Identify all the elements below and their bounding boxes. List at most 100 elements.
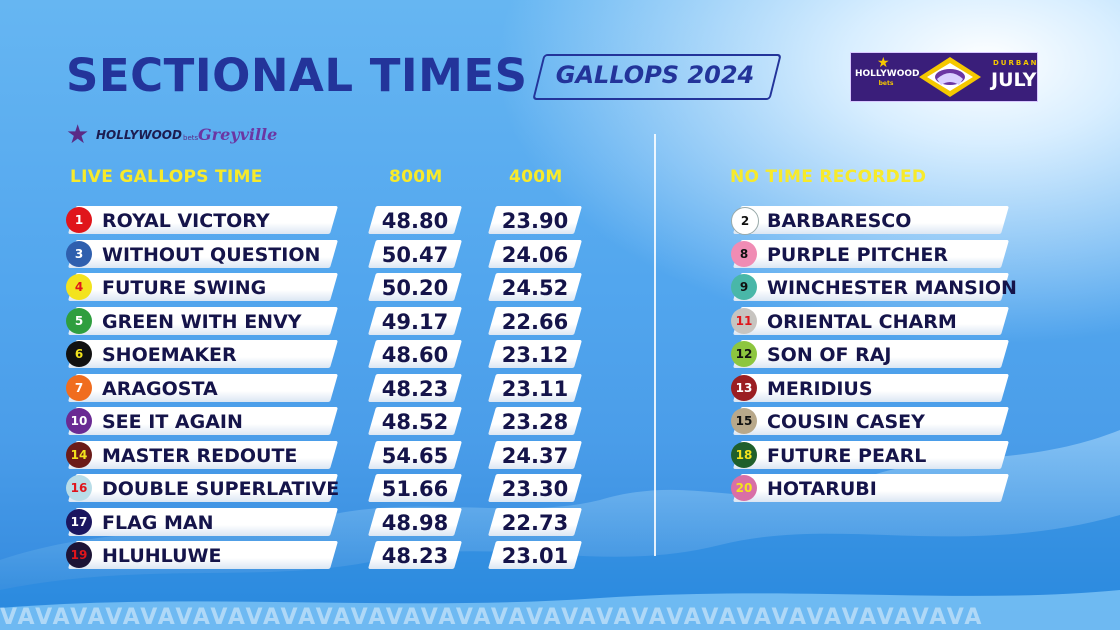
table-row: 5 GREEN WITH ENVY <box>66 306 339 335</box>
table-row: 6 SHOEMAKER <box>66 340 339 368</box>
list-item: 9 WINCHESTER MANSION <box>731 273 1017 301</box>
time-400m: 22.73 <box>501 510 569 535</box>
venue-brand: HOLLYWOOD <box>96 128 182 142</box>
time-400m-cell: 24.06 <box>487 239 583 268</box>
time-400m-cell: 24.37 <box>487 440 583 469</box>
horse-name: SHOEMAKER <box>102 344 237 366</box>
table-row: 7 ARAGOSTA <box>66 373 339 402</box>
time-800m: 54.65 <box>381 443 449 468</box>
event-top-text: DURBAN <box>993 59 1039 67</box>
time-400m-cell: 23.01 <box>487 541 583 569</box>
saddlecloth-number: 4 <box>66 274 92 300</box>
horse-name: HLUHLUWE <box>102 545 222 567</box>
saddlecloth-number: 20 <box>731 475 757 501</box>
saddlecloth-number: 14 <box>66 441 92 468</box>
table-row: 19 HLUHLUWE <box>66 541 339 569</box>
table-row: 17 FLAG MAN <box>66 507 339 536</box>
list-item: 18 FUTURE PEARL <box>731 440 1010 469</box>
horse-name: BARBARESCO <box>767 210 912 232</box>
time-800m-cell: 50.47 <box>367 239 463 268</box>
page-title: SECTIONAL TIMES <box>66 49 528 102</box>
saddlecloth-number: 10 <box>66 408 92 434</box>
saddlecloth-number: 3 <box>66 240 92 267</box>
time-400m: 24.37 <box>501 443 569 468</box>
time-800m-cell: 50.20 <box>367 273 463 301</box>
time-800m: 48.98 <box>381 510 449 535</box>
sponsor-brand: HOLLYWOOD bets <box>855 69 920 89</box>
horse-name: FUTURE PEARL <box>767 444 927 467</box>
time-800m-cell: 48.52 <box>367 407 463 435</box>
list-item: 15 COUSIN CASEY <box>731 407 1010 435</box>
time-400m-cell: 23.12 <box>487 340 583 368</box>
time-400m-cell: 23.28 <box>487 407 583 435</box>
list-item: 20 HOTARUBI <box>731 474 1010 502</box>
saddlecloth-number: 9 <box>731 274 757 300</box>
horse-name: SON OF RAJ <box>767 344 892 366</box>
star-icon: ★ <box>877 55 890 71</box>
table-row: 1 ROYAL VICTORY <box>66 206 339 234</box>
time-800m: 48.80 <box>381 209 449 233</box>
time-800m-cell: 54.65 <box>367 440 463 469</box>
time-400m: 22.66 <box>501 309 569 334</box>
durban-july-logo: ★ HOLLYWOOD bets DURBAN JULY <box>850 52 1038 102</box>
horse-name: ORIENTAL CHARM <box>767 310 957 333</box>
time-800m: 50.20 <box>381 276 449 300</box>
time-800m-cell: 48.23 <box>367 541 463 569</box>
time-400m-cell: 23.11 <box>487 373 583 402</box>
no-time-heading: NO TIME RECORDED <box>730 167 927 187</box>
time-800m-cell: 49.17 <box>367 306 463 335</box>
time-800m: 50.47 <box>381 242 449 267</box>
table-row: 10 SEE IT AGAIN <box>66 407 339 435</box>
star-icon: ★ <box>66 120 90 150</box>
time-400m: 23.12 <box>501 343 569 367</box>
table-row: 16 DOUBLE SUPERLATIVE <box>66 474 339 502</box>
col-800-heading: 800M <box>389 167 443 187</box>
saddlecloth-number: 17 <box>66 508 92 535</box>
saddlecloth-number: 16 <box>66 475 92 501</box>
horse-name: FLAG MAN <box>102 511 214 534</box>
horse-name: COUSIN CASEY <box>767 411 925 433</box>
emblem-icon <box>919 57 981 97</box>
saddlecloth-number: 8 <box>731 240 757 267</box>
horse-name: FUTURE SWING <box>102 277 267 299</box>
time-400m: 23.01 <box>501 544 569 568</box>
saddlecloth-number: 11 <box>731 307 757 334</box>
list-item: 13 MERIDIUS <box>731 373 1010 402</box>
horse-name: ARAGOSTA <box>102 377 218 400</box>
saddlecloth-number: 12 <box>731 341 757 367</box>
horse-name: HOTARUBI <box>767 478 877 500</box>
sponsor-brand-text: HOLLYWOOD <box>855 69 920 79</box>
saddlecloth-number: 18 <box>731 441 757 468</box>
time-800m: 48.23 <box>381 376 449 401</box>
time-400m-cell: 23.30 <box>487 474 583 502</box>
venue-brand-small: bets <box>183 134 199 142</box>
column-divider <box>654 134 656 556</box>
horse-name: WITHOUT QUESTION <box>102 243 321 266</box>
greyville-logo: ★ HOLLYWOOD bets Greyville <box>66 120 322 150</box>
saddlecloth-number: 5 <box>66 307 92 334</box>
time-400m-cell: 22.66 <box>487 306 583 335</box>
time-400m: 24.52 <box>501 276 569 300</box>
time-800m-cell: 48.23 <box>367 373 463 402</box>
time-800m: 48.60 <box>381 343 449 367</box>
time-800m-cell: 48.98 <box>367 507 463 536</box>
list-item: 2 BARBARESCO <box>731 206 1010 235</box>
time-400m-cell: 22.73 <box>487 507 583 536</box>
time-400m-cell: 23.90 <box>487 206 583 234</box>
saddlecloth-number: 19 <box>66 542 92 568</box>
table-row: 3 WITHOUT QUESTION <box>66 239 339 268</box>
page-subtitle: GALLOPS 2024 <box>555 61 755 89</box>
horse-name: DOUBLE SUPERLATIVE <box>102 478 340 500</box>
saddlecloth-number: 13 <box>731 374 757 401</box>
table-row: 14 MASTER REDOUTE <box>66 440 339 469</box>
time-400m: 24.06 <box>501 242 569 267</box>
time-400m: 23.30 <box>501 477 569 501</box>
list-item: 8 PURPLE PITCHER <box>731 239 1010 268</box>
horse-name: ROYAL VICTORY <box>102 210 270 232</box>
live-gallops-heading: LIVE GALLOPS TIME <box>70 167 263 187</box>
horse-name: PURPLE PITCHER <box>767 243 949 266</box>
time-400m: 23.11 <box>501 376 569 401</box>
saddlecloth-number: 7 <box>66 374 92 401</box>
time-800m: 49.17 <box>381 309 449 334</box>
event-text: JULY <box>991 69 1037 91</box>
